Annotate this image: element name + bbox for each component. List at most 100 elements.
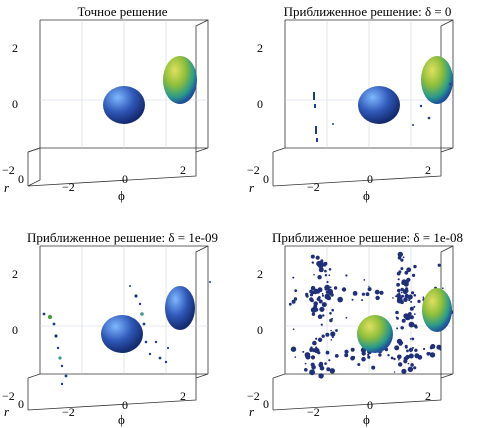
noise-point [423,347,426,351]
noise-point [311,312,316,316]
z-tick: 0 [257,323,263,337]
z-tick: 0 [12,323,18,337]
noise-point [422,296,425,298]
noise-point [345,316,348,319]
noise-points [313,83,451,142]
noise-point [330,329,332,332]
blob-green-2 [422,288,452,332]
noise-point [344,349,349,354]
noise-point [311,261,314,264]
noise-point [318,287,321,291]
noise-point [400,267,404,271]
noise-point [310,298,314,303]
x-tick: −2 [307,405,320,419]
noise-point [345,274,348,277]
x-tick: 2 [425,163,431,177]
noise-point [325,350,330,355]
noise-point [407,366,414,372]
noise-point [352,291,358,296]
noise-point [290,346,297,352]
noise-point [329,286,332,289]
noise-point [330,339,333,341]
noise-point [412,273,416,277]
noise-point [401,318,406,323]
noise-point [331,335,334,339]
noise-point [311,369,315,372]
noise-point [392,297,394,299]
noise-point [397,278,400,281]
x-tick: −2 [307,180,320,194]
noise-point [292,276,295,279]
noise-point [317,351,321,355]
r-tick: 0 [18,172,24,186]
noise-point [315,255,320,260]
noise-point [341,287,347,292]
z-tick: 2 [12,41,18,55]
noise-point [417,354,423,360]
noise-point [414,324,418,327]
x-tick: −2 [62,405,75,419]
noise-point [367,353,370,356]
noise-point [310,346,313,349]
noise-point [413,305,416,308]
noise-point [330,331,336,337]
panel-delta-0: Приближенное решение: δ = 0 2 0 [245,0,490,214]
noise-point [367,355,371,359]
noise-point [328,359,331,362]
noise-point [329,318,333,323]
plot-3d-box [272,245,454,411]
noise-point [311,348,317,353]
noise-point [328,274,331,277]
noise-point [365,292,370,297]
noise-point [409,338,412,340]
noise-point [404,293,410,299]
noise-point [411,291,415,295]
x-tick: 2 [425,389,431,403]
noise-point [310,355,316,360]
noise-points [42,281,211,386]
noise-point [315,337,318,340]
noise-point [379,290,384,295]
noise-point [335,329,338,332]
noise-point [398,358,400,361]
noise-point [294,356,297,358]
noise-point [409,306,414,311]
noise-point [333,286,338,290]
noise-point [405,354,410,360]
noise-point [304,362,307,365]
panel-exact: Точное решение [0,0,245,214]
noise-point [395,295,397,298]
z-tick: 2 [257,41,263,55]
noise-point [324,284,331,291]
noise-point [437,263,441,267]
noise-point [417,299,421,303]
noise-point [413,366,417,370]
r-tick: 0 [263,397,269,411]
noise-point [397,256,402,260]
noise-point [310,290,315,295]
noise-point [322,314,325,317]
noise-point [326,280,329,284]
x-tick: −2 [62,180,75,194]
noise-point [321,334,325,338]
noise-point [410,363,414,367]
noise-point [393,371,396,373]
x-tick: 0 [122,172,128,186]
noise-point [398,342,403,346]
noise-point [408,296,412,299]
plot-3d-box [27,245,211,411]
noise-point [407,362,410,365]
noise-point [397,288,401,293]
noise-points [288,251,454,379]
noise-point [292,328,295,330]
noise-point [305,294,309,298]
noise-point [318,362,324,368]
blob-green [163,56,197,104]
noise-point [323,263,327,267]
noise-point [314,291,317,295]
noise-point [429,352,436,358]
noise-point [325,293,329,298]
z-tick: 2 [257,267,263,281]
noise-point [313,301,318,306]
x-tick: 2 [180,389,186,403]
